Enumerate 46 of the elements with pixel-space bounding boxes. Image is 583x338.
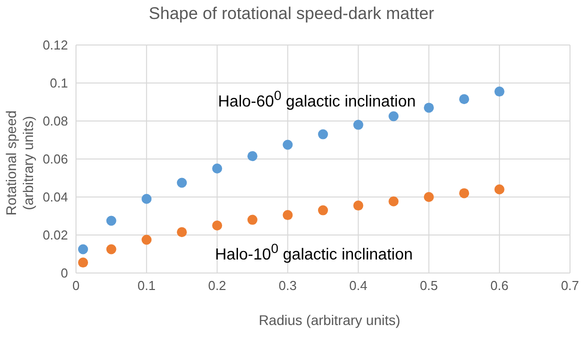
- point: [176, 227, 187, 238]
- point: [212, 164, 222, 174]
- point: [247, 151, 258, 162]
- point: [282, 210, 293, 220]
- x-tick-label: 0.6: [490, 278, 508, 294]
- point: [176, 178, 187, 188]
- point: [353, 120, 364, 130]
- x-axis-title: Radius (arbitrary units): [258, 312, 402, 328]
- y-tick-label: 0.02: [42, 228, 68, 243]
- point: [388, 111, 399, 122]
- point: [106, 244, 116, 254]
- point: [247, 214, 258, 225]
- chart-title: Shape of rotational speed-dark matter: [148, 4, 436, 24]
- point: [78, 244, 88, 254]
- point: [494, 184, 504, 194]
- x-tick-label: 0.2: [208, 278, 226, 294]
- x-tick-label: 0.5: [420, 278, 438, 294]
- point: [318, 205, 328, 216]
- point: [142, 234, 152, 245]
- y-axis-title: Rotational speed (arbitrary units): [3, 110, 36, 216]
- series-label: Halo-10$^{0}$ galactic inclination: [215, 241, 413, 264]
- point: [78, 258, 88, 268]
- y-tick-label: 0.1: [50, 76, 68, 91]
- point: [494, 86, 504, 97]
- x-tick-label: 0.3: [278, 278, 297, 294]
- y-tick-label: 0.06: [42, 152, 68, 167]
- y-tick-label: 0.04: [42, 190, 68, 205]
- x-tick-label: 0.4: [349, 278, 368, 294]
- point: [424, 102, 434, 113]
- point: [106, 216, 116, 226]
- point: [142, 194, 152, 204]
- point: [459, 94, 470, 104]
- point: [318, 129, 328, 140]
- point: [424, 192, 434, 202]
- y-tick-label: 0.08: [42, 114, 68, 129]
- point: [282, 140, 293, 150]
- point: [212, 220, 222, 230]
- x-tick-label: 0: [72, 278, 80, 294]
- x-tick-label: 0.1: [138, 278, 156, 294]
- point: [388, 196, 399, 206]
- y-tick-label: 0.12: [42, 38, 68, 53]
- point: [459, 188, 470, 198]
- point: [353, 200, 364, 211]
- x-tick-label: 0.7: [560, 278, 580, 294]
- y-tick-label: 0: [60, 266, 68, 281]
- series-label: Halo-60$^{0}$ galactic inclination: [218, 88, 416, 112]
